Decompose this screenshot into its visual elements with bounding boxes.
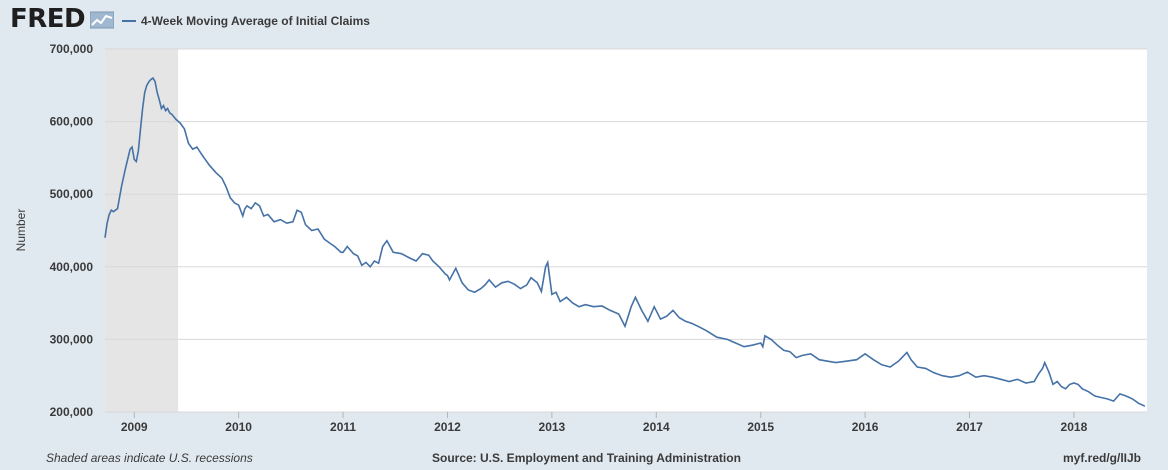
x-axis-ticks: 2009 2010 2011 2012 2013 2014 2015 2016 2017 2018: [121, 412, 1088, 434]
source-text: Source: U.S. Employment and Training Adm…: [432, 451, 741, 465]
x-tick-label: 2013: [539, 420, 566, 434]
x-tick-label: 2009: [121, 420, 148, 434]
legend: 4-Week Moving Average of Initial Claims: [122, 12, 370, 30]
x-tick-label: 2015: [747, 420, 774, 434]
y-tick-label: 300,000: [50, 332, 94, 346]
x-tick-label: 2018: [1061, 420, 1088, 434]
trend-chart-icon: [90, 11, 114, 29]
gridlines: [105, 48, 1147, 413]
x-tick-label: 2012: [434, 420, 461, 434]
y-tick-label: 700,000: [50, 42, 94, 56]
legend-swatch: [122, 20, 136, 22]
y-axis-label: Number: [14, 209, 28, 252]
recession-band: [105, 49, 179, 412]
y-axis-ticks: 200,000 300,000 400,000 500,000 600,000 700,0…: [50, 42, 94, 419]
short-url-link[interactable]: myf.red/g/lIJb: [1062, 451, 1141, 465]
y-tick-label: 400,000: [50, 260, 94, 274]
fred-logo[interactable]: FRED: [10, 4, 86, 34]
x-tick-label: 2011: [330, 420, 356, 434]
x-tick-label: 2017: [956, 420, 983, 434]
x-tick-label: 2016: [852, 420, 879, 434]
y-tick-label: 200,000: [50, 405, 94, 419]
legend-label: 4-Week Moving Average of Initial Claims: [141, 14, 370, 28]
series-line: [104, 76, 1146, 407]
y-tick-label: 500,000: [50, 187, 94, 201]
x-tick-label: 2014: [643, 420, 670, 434]
recession-shading: [105, 49, 179, 412]
recession-note: Shaded areas indicate U.S. recessions: [46, 451, 253, 465]
header: FRED 4-Week Moving Average of Initial Cl…: [0, 0, 1168, 46]
plot-area: [105, 49, 1147, 412]
x-tick-label: 2010: [225, 420, 252, 434]
y-tick-label: 600,000: [50, 115, 94, 129]
